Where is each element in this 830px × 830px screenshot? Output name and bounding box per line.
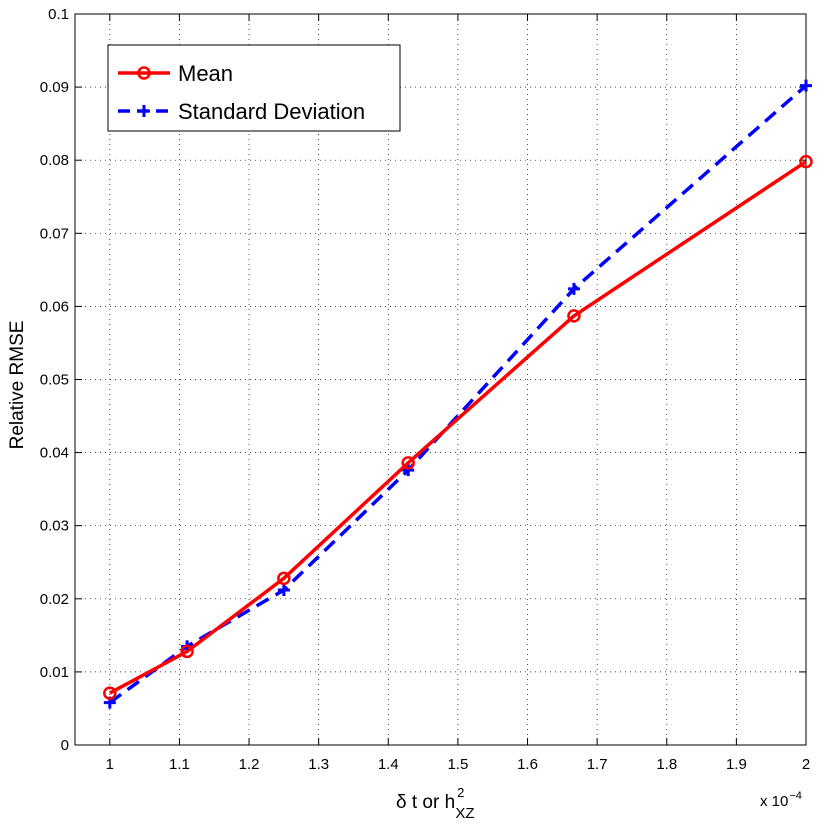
- data-point: [180, 644, 194, 659]
- x-tick-label: 1: [106, 756, 114, 773]
- x-tick-label: 1.6: [517, 756, 538, 773]
- legend-marker-1: [137, 66, 151, 80]
- x-axis-title-superscript: 2: [457, 785, 464, 800]
- y-tick-label: 0.04: [40, 445, 69, 462]
- data-point: [401, 456, 415, 470]
- y-tick-label: 0.08: [40, 152, 69, 169]
- data-point: [800, 79, 812, 92]
- series-mean: [103, 154, 813, 700]
- tick-labels: 1 1.1 1.2 1.3 1.4 1.5 1.6 1.7 1.8 1.9 2 0 0.01 0.02 0.…: [40, 6, 810, 773]
- x-tick-label: 1.1: [169, 756, 190, 773]
- legend-box: [107, 44, 401, 132]
- x-tick-label: 1.8: [656, 756, 677, 773]
- series-layer: [103, 79, 813, 709]
- data-point: [799, 154, 813, 169]
- data-point: [277, 584, 290, 597]
- data-point: [402, 464, 415, 477]
- x-axis-title: δ t or h 2 XZ: [396, 785, 475, 822]
- data-point: [277, 571, 291, 586]
- data-point: [567, 309, 581, 323]
- x-multiplier-base: x 10: [760, 793, 788, 810]
- data-point: [103, 686, 117, 700]
- y-axis-title: Relative RMSE: [7, 321, 28, 450]
- x-tick-label: 2: [802, 756, 810, 773]
- x-tick-label: 1.9: [726, 756, 747, 773]
- x-multiplier-exponent: −4: [789, 790, 802, 802]
- legend: Mean Standard Deviation: [107, 44, 401, 132]
- legend-label-2: Standard Deviation: [178, 99, 365, 124]
- data-point: [567, 282, 580, 295]
- y-tick-label: 0.01: [40, 664, 69, 681]
- series-line: [108, 160, 807, 695]
- legend-label-1: Mean: [178, 61, 233, 86]
- series-line: [108, 84, 808, 705]
- x-tick-label: 1.4: [378, 756, 399, 773]
- y-tick-label: 0.03: [40, 518, 69, 535]
- grid-lines: [75, 13, 807, 746]
- x-tick-label: 1.2: [239, 756, 260, 773]
- x-tick-label: 1.3: [308, 756, 329, 773]
- y-tick-label: 0.02: [40, 591, 69, 608]
- y-tick-label: 0.05: [40, 372, 69, 389]
- y-tick-label: 0.07: [40, 225, 69, 242]
- y-tick-label: 0.1: [48, 6, 69, 23]
- y-tick-label: 0.06: [40, 298, 69, 315]
- y-tick-label: 0.09: [40, 79, 69, 96]
- x-tick-label: 1.7: [587, 756, 608, 773]
- legend-marker-2: [138, 105, 150, 117]
- x-axis-multiplier: x 10−4: [760, 790, 802, 810]
- x-axis-title-main: δ t or h: [396, 792, 455, 813]
- x-axis-title-subscript: XZ: [455, 805, 474, 822]
- y-tick-label: 0: [61, 737, 69, 754]
- x-tick-label: 1.5: [447, 756, 468, 773]
- plot-area-frame: [74, 13, 807, 746]
